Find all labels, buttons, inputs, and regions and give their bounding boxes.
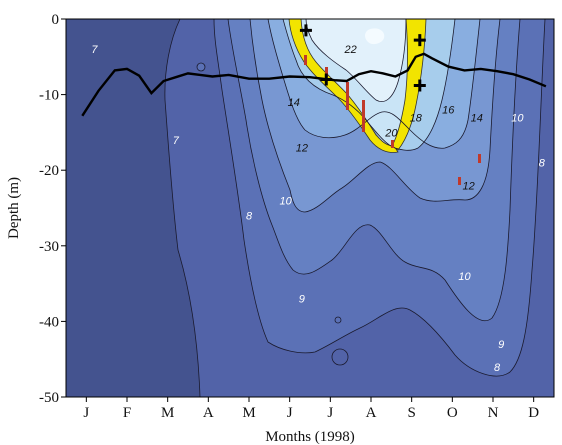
- plus-marker: [413, 79, 426, 92]
- y-axis: 0 -10 -20 -30 -40 -50: [39, 12, 66, 406]
- y-tick-label: -40: [39, 314, 59, 330]
- plus-markers: [299, 24, 426, 92]
- x-tick-label: A: [366, 405, 377, 421]
- x-tick-label: N: [488, 405, 499, 421]
- contour-labels: 7 7 8 8 8 9 9 10 10 10 12 12 14 14 16 18 20 22: [91, 44, 545, 374]
- contour-label: 14: [471, 112, 483, 124]
- contour-label: 12: [296, 143, 308, 155]
- y-tick-label: -20: [39, 163, 59, 179]
- x-axis-title: Months (1998): [265, 429, 355, 445]
- contour-label: 7: [91, 44, 98, 56]
- y-tick-label: -30: [39, 239, 59, 255]
- contour-label: 9: [498, 339, 504, 351]
- x-tick-label: J: [327, 405, 333, 421]
- x-tick-label: A: [203, 405, 214, 421]
- contour-label: 10: [279, 195, 292, 207]
- contour-label: 8: [494, 362, 501, 374]
- contour-label: 16: [442, 105, 455, 117]
- contour-label: 9: [299, 294, 305, 306]
- contour-bands: 7 7 8 8 8 9 9 10 10 10 12 12 14 14 16 18 20 22: [66, 19, 554, 397]
- x-tick-label: M: [161, 405, 174, 421]
- plus-marker: [320, 73, 333, 86]
- highlight-band-right: [391, 19, 427, 151]
- x-tick-label: M: [242, 405, 255, 421]
- y-tick-label: -10: [39, 88, 59, 104]
- plus-marker: [413, 34, 426, 47]
- contour-label: 10: [458, 271, 471, 283]
- x-tick-label: F: [123, 405, 131, 421]
- contour-label: 12: [462, 180, 474, 192]
- x-tick-label: O: [447, 405, 458, 421]
- contour-label: 7: [173, 135, 180, 147]
- contour-lines: [164, 19, 546, 397]
- y-axis-title: Depth (m): [6, 177, 22, 239]
- band-white-core: [365, 28, 385, 45]
- contour-label: 14: [288, 97, 300, 109]
- plot-frame: [65, 18, 555, 398]
- y-tick-label: 0: [52, 12, 60, 28]
- x-tick-label: S: [407, 405, 415, 421]
- x-tick-label: J: [83, 405, 89, 421]
- contour-label: 22: [344, 44, 357, 56]
- contour-label: 10: [511, 112, 524, 124]
- contour-label: 8: [246, 211, 253, 223]
- plus-marker: [299, 24, 312, 37]
- y-tick-label: -50: [39, 390, 59, 406]
- x-tick-label: D: [528, 405, 539, 421]
- contour-label: 18: [410, 112, 423, 124]
- contour-label: 20: [384, 127, 398, 139]
- x-tick-label: J: [287, 405, 293, 421]
- red-marks: [304, 55, 481, 185]
- contour-label: 8: [539, 158, 546, 170]
